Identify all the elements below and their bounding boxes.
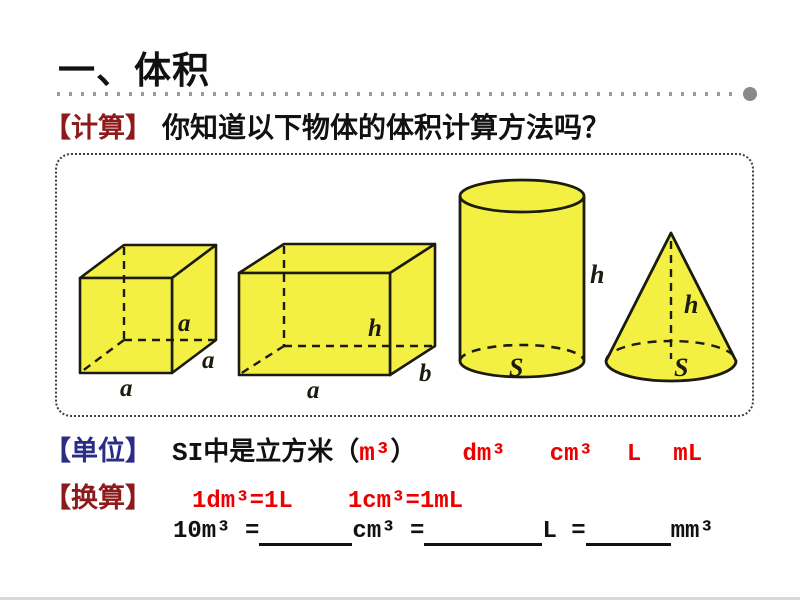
- unit-milliliter: mL: [673, 441, 703, 468]
- cube-edge-label-depth: a: [202, 347, 215, 374]
- fill-blank: [259, 535, 353, 546]
- cube-figure: [78, 243, 218, 375]
- unit-line: 【单位】 SI中是立方米（ m³ ） dm³ cm³ L mL: [44, 429, 702, 469]
- cube-edge-label-height: a: [178, 310, 191, 337]
- fill-blank: [424, 535, 543, 546]
- fill-text: mm³: [670, 518, 714, 545]
- cylinder-base-area-label: S: [509, 353, 523, 382]
- calc-question: 你知道以下物体的体积计算方法吗？: [162, 113, 611, 144]
- unit-tag: 【单位】: [44, 439, 152, 469]
- cylinder-figure: [458, 178, 586, 379]
- cone-height-label: h: [684, 290, 698, 319]
- unit-si-prefix: SI中是立方米（: [172, 438, 360, 468]
- calc-line: 【计算】 你知道以下物体的体积计算方法吗？: [44, 106, 610, 146]
- cube-edge-label-width: a: [120, 375, 133, 402]
- conversion-eq-cm3: 1cm³=1mL: [347, 488, 464, 515]
- unit-si-unit: m³: [359, 438, 391, 468]
- cuboid-length-label: a: [307, 377, 320, 404]
- fill-text: L =: [542, 518, 586, 545]
- fill-text: cm³ =: [352, 518, 425, 545]
- shapes-figure: a a a h b a: [78, 178, 738, 404]
- unit-dm3: dm³: [462, 441, 506, 468]
- divider-dotted-rule: [57, 87, 757, 101]
- unit-si-suffix: ）: [390, 438, 417, 468]
- conversion-line: 【换算】 1dm³=1L 1cm³=1mL: [44, 476, 463, 516]
- cuboid-width-label: b: [419, 360, 432, 387]
- cone-base-area-label: S: [674, 353, 688, 382]
- conversion-tag: 【换算】: [44, 486, 152, 516]
- page-title: 一、体积: [58, 51, 210, 92]
- cylinder-height-label: h: [590, 260, 604, 289]
- shapes-panel: a a a h b a: [55, 153, 754, 417]
- fill-text: 10m³ =: [173, 518, 260, 545]
- conversion-eq-dm3: 1dm³=1L: [192, 488, 293, 515]
- unit-cm3: cm³: [549, 441, 593, 468]
- cone-figure: [604, 231, 738, 383]
- fill-in-row: 10m³ = cm³ = L = mm³: [173, 514, 714, 550]
- cuboid-figure: [237, 242, 437, 377]
- cuboid-height-label: h: [368, 315, 382, 342]
- unit-liter: L: [626, 441, 642, 468]
- rule-end-dot: [743, 87, 757, 101]
- fill-blank: [585, 535, 671, 546]
- calc-tag: 【计算】: [44, 113, 152, 143]
